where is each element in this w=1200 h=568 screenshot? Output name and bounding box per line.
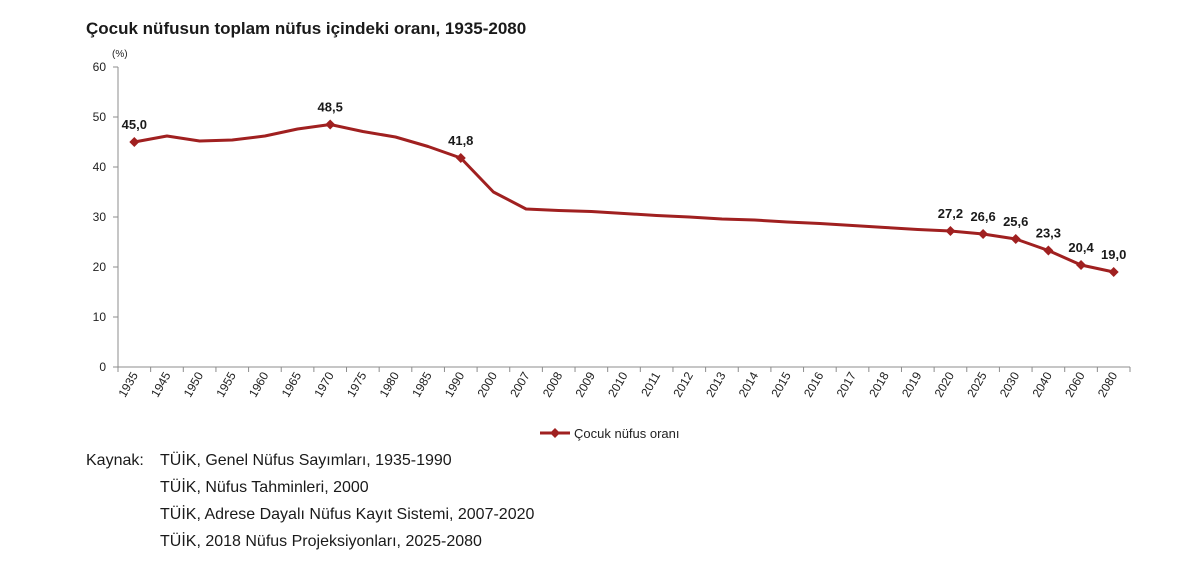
data-label: 48,5 [318, 100, 343, 115]
data-point-marker [1010, 234, 1021, 244]
y-tick-label: 20 [93, 260, 107, 274]
legend-marker [550, 428, 560, 438]
chart-series [129, 119, 1119, 277]
y-axis-unit: (%) [112, 49, 128, 60]
x-tick-label: 1970 [311, 369, 337, 399]
x-tick-label: 1975 [344, 369, 370, 399]
x-tick-label: 2015 [768, 369, 794, 399]
y-tick-label: 0 [99, 360, 106, 374]
x-tick-label: 2016 [801, 369, 827, 399]
data-label: 25,6 [1003, 214, 1028, 229]
x-tick-label: 1985 [409, 369, 435, 399]
x-tick-label: 1990 [442, 369, 468, 399]
x-tick-label: 2012 [670, 369, 696, 399]
x-tick-label: 2017 [834, 369, 860, 399]
y-tick-label: 30 [93, 210, 107, 224]
x-tick-label: 2010 [605, 369, 631, 399]
chart-title: Çocuk nüfusun toplam nüfus içindeki oran… [86, 19, 527, 38]
x-tick-label: 1965 [279, 369, 305, 399]
data-point-marker [1108, 267, 1119, 277]
source-line-1: TÜİK, Genel Nüfus Sayımları, 1935-1990 [160, 452, 452, 469]
x-tick-label: 2000 [475, 369, 501, 399]
x-tick-label: 2080 [1095, 369, 1121, 399]
x-tick-label: 2060 [1062, 369, 1088, 399]
source-prefix: Kaynak: [86, 452, 144, 469]
x-tick-label: 2018 [866, 369, 892, 399]
x-tick-label: 1960 [246, 369, 272, 399]
data-point-marker [978, 229, 989, 239]
x-tick-label: 2040 [1030, 369, 1056, 399]
x-tick-label: 2030 [997, 369, 1023, 399]
x-tick-label: 2011 [638, 369, 663, 399]
y-tick-label: 10 [93, 310, 107, 324]
x-tick-label: 2009 [572, 369, 598, 399]
data-label: 27,2 [938, 206, 963, 221]
x-tick-label: 2007 [507, 369, 533, 399]
source-line-2: TÜİK, Nüfus Tahminleri, 2000 [160, 479, 369, 496]
data-point-marker [455, 153, 466, 163]
data-point-marker [325, 119, 336, 130]
x-tick-label: 2013 [703, 369, 729, 399]
y-tick-label: 40 [93, 160, 107, 174]
data-label: 20,4 [1068, 240, 1094, 255]
series-line [132, 123, 1116, 274]
data-point-marker [1076, 260, 1087, 270]
data-point-marker [945, 226, 956, 236]
data-label: 41,8 [448, 133, 473, 148]
source-line-3: TÜİK, Adrese Dayalı Nüfus Kayıt Sistemi,… [160, 506, 535, 523]
chart-data-labels: 45,0 48,5 41,8 27,2 26,6 25,6 23,3 20,4 19,0 [122, 100, 1127, 263]
x-tick-label: 2019 [899, 369, 925, 399]
x-tick-label: 2020 [932, 369, 958, 399]
x-tick-label: 1955 [213, 369, 239, 399]
data-label: 19,0 [1101, 247, 1126, 262]
x-tick-label: 2008 [540, 369, 566, 399]
data-label: 26,6 [970, 209, 995, 224]
x-tick-label: 1945 [148, 369, 174, 399]
x-tick-label: 1950 [181, 369, 207, 399]
data-point-marker [129, 137, 140, 147]
x-tick-label: 2025 [964, 369, 990, 399]
x-tick-label: 1980 [377, 369, 403, 399]
data-label: 45,0 [122, 117, 147, 132]
y-tick-label: 60 [93, 60, 107, 74]
data-label: 23,3 [1036, 226, 1061, 241]
source-line-4: TÜİK, 2018 Nüfus Projeksiyonları, 2025-2… [160, 533, 482, 550]
x-tick-label: 2014 [736, 369, 762, 399]
y-tick-label: 50 [93, 110, 107, 124]
chart-legend: Çocuk nüfus oranı [540, 426, 680, 441]
data-point-marker [1043, 245, 1054, 256]
x-tick-label: 1935 [115, 369, 141, 399]
legend-label: Çocuk nüfus oranı [574, 426, 680, 441]
